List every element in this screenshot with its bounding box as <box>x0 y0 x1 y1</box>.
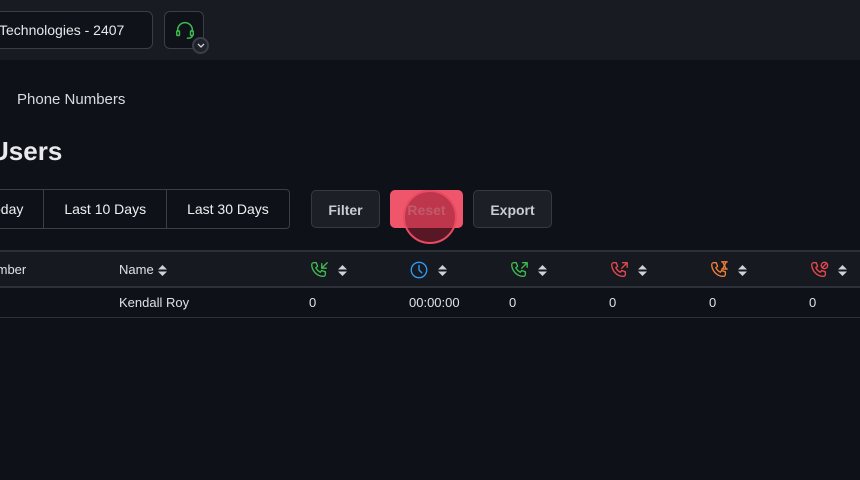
range-today[interactable]: Today <box>0 201 24 217</box>
page-title: Users <box>0 136 63 166</box>
table-header: Number Name <box>0 250 860 288</box>
column-blocked-call[interactable] <box>809 260 847 285</box>
column-incoming-call[interactable] <box>309 260 347 285</box>
sort-icon[interactable] <box>438 264 447 277</box>
cell-missed: 0 <box>609 295 617 310</box>
sort-icon[interactable] <box>157 264 167 277</box>
blocked-call-icon <box>811 261 829 278</box>
range-last-10-days[interactable]: Last 10 Days <box>43 190 166 228</box>
agent-status-button[interactable] <box>164 11 204 49</box>
filter-button[interactable]: Filter <box>311 190 380 228</box>
sort-icon[interactable] <box>538 264 547 277</box>
clock-icon <box>410 261 428 279</box>
chevron-down-icon[interactable] <box>192 37 209 54</box>
organization-selector[interactable]: Technologies - 2407 <box>0 11 153 49</box>
column-number[interactable]: Number <box>0 262 27 277</box>
column-missed-outgoing-call[interactable] <box>609 260 647 285</box>
outgoing-call-icon <box>511 262 528 278</box>
export-button[interactable]: Export <box>473 190 552 228</box>
column-name[interactable]: Name <box>119 263 167 277</box>
breadcrumb[interactable]: Phone Numbers <box>17 91 126 108</box>
click-indicator <box>403 190 457 244</box>
column-clock[interactable] <box>409 260 447 285</box>
column-outgoing-call[interactable] <box>509 260 547 285</box>
incoming-call-icon <box>311 262 328 278</box>
pending-call-icon <box>711 261 728 278</box>
missed-outgoing-call-icon <box>611 262 628 278</box>
cell-outgoing: 0 <box>509 295 517 310</box>
top-bar: Technologies - 2407 <box>0 0 860 60</box>
sort-icon[interactable] <box>338 264 347 277</box>
headset-icon <box>176 22 194 39</box>
column-label: Name <box>119 262 154 277</box>
date-range-group: Today Last 10 Days Last 30 Days <box>0 189 290 229</box>
cell-incoming: 0 <box>309 295 317 310</box>
cell-pending: 0 <box>709 295 717 310</box>
table-row[interactable]: Kendall Roy 0 00:00:00 0 0 0 0 <box>0 288 860 318</box>
sort-icon[interactable] <box>838 264 847 277</box>
cell-name: Kendall Roy <box>119 295 190 310</box>
sort-icon[interactable] <box>638 264 647 277</box>
column-pending-call[interactable] <box>709 260 747 285</box>
sort-icon[interactable] <box>738 264 747 277</box>
cell-blocked: 0 <box>809 295 817 310</box>
range-last-30-days[interactable]: Last 30 Days <box>166 190 289 228</box>
cell-duration: 00:00:00 <box>409 295 460 310</box>
